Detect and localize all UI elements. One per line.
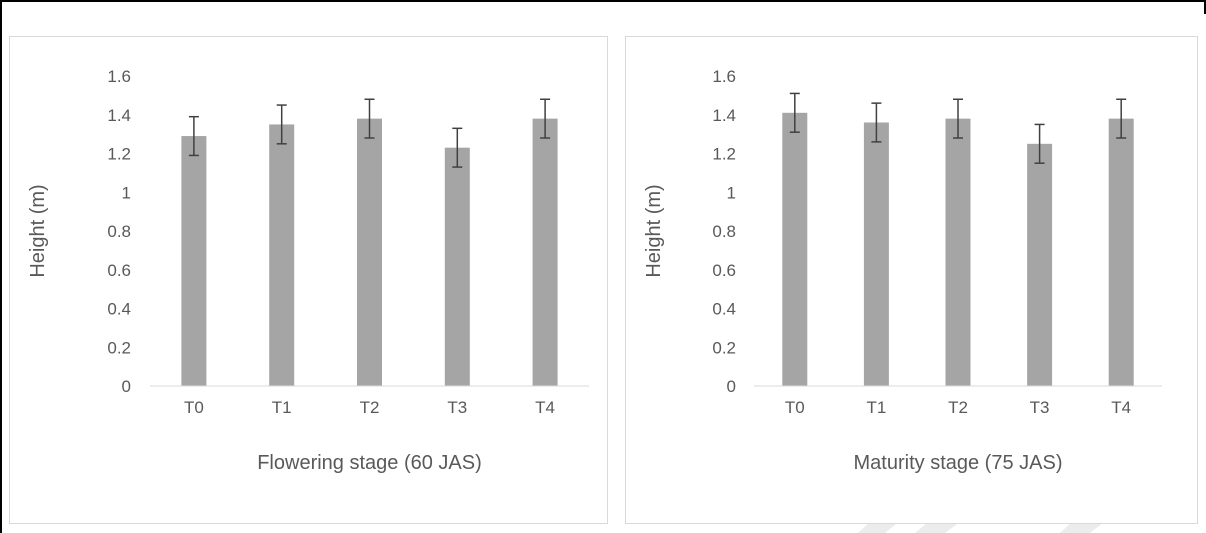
y-tick-label: 1.4: [712, 106, 736, 125]
y-tick-label: 1.4: [107, 106, 131, 125]
error-bar: [540, 98, 551, 139]
y-tick-label: 0: [122, 377, 131, 396]
error-bar: [364, 98, 375, 139]
y-tick-labels: 0 0.2 0.4 0.6 0.8 1 1.2 1.4 1.6: [107, 67, 131, 396]
frame-left-border: [0, 0, 2, 533]
x-tick-label: T4: [535, 398, 555, 417]
x-tick-label: T2: [360, 398, 380, 417]
x-axis-label: Maturity stage (75 JAS): [854, 452, 1063, 474]
error-bar: [276, 104, 287, 145]
bar: [532, 118, 558, 386]
frame-right-border: [1204, 0, 1206, 14]
error-bars: [789, 92, 1127, 164]
x-tick-label: T0: [184, 398, 204, 417]
error-bar: [953, 98, 963, 139]
chart-flowering-stage: 0 0.2 0.4 0.6 0.8 1 1.2 1.4 1.6 T0 T1 T2 T3 T4 Heigh…: [9, 36, 608, 524]
x-tick-labels: T0 T1 T2 T3 T4: [184, 398, 555, 417]
bar: [863, 122, 889, 386]
x-tick-labels: T0 T1 T2 T3 T4: [785, 398, 1131, 417]
error-bar: [789, 92, 800, 133]
y-tick-label: 0.2: [712, 338, 736, 357]
frame-top-border: [0, 0, 1206, 2]
y-tick-label: 1: [122, 183, 131, 202]
y-tick-label: 0.6: [712, 261, 736, 280]
error-bar: [1034, 123, 1045, 164]
chart-maturity-stage: 0 0.2 0.4 0.6 0.8 1 1.2 1.4 1.6 T0 T1 T2 T3 T4 Heigh…: [625, 36, 1198, 524]
bar: [444, 147, 470, 386]
bars: [181, 118, 558, 386]
y-tick-label: 1.2: [712, 145, 736, 164]
y-tick-label: 0.8: [712, 222, 736, 241]
y-tick-label: 1: [727, 183, 736, 202]
y-axis-label: Height (m): [27, 184, 49, 277]
y-tick-label: 0: [727, 377, 736, 396]
bars: [782, 112, 1134, 386]
error-bars: [188, 98, 551, 168]
bar: [1027, 143, 1053, 386]
x-tick-label: T0: [785, 398, 805, 417]
y-tick-label: 1.2: [107, 145, 131, 164]
x-tick-label: T3: [1030, 398, 1050, 417]
y-tick-label: 0.8: [107, 222, 131, 241]
bar: [1108, 118, 1134, 386]
x-tick-label: T1: [866, 398, 886, 417]
y-tick-label: 1.6: [712, 67, 736, 86]
chart-maturity-svg: 0 0.2 0.4 0.6 0.8 1 1.2 1.4 1.6 T0 T1 T2 T3 T4 Heigh…: [643, 67, 1162, 474]
bar: [181, 136, 207, 386]
error-bar: [871, 102, 882, 143]
x-tick-label: T1: [272, 398, 292, 417]
y-tick-label: 0.2: [107, 338, 131, 357]
error-bar: [1116, 98, 1127, 139]
bar: [945, 118, 971, 386]
x-tick-label: T4: [1111, 398, 1131, 417]
y-axis-label: Height (m): [643, 184, 665, 277]
error-bar: [452, 127, 463, 168]
y-tick-labels: 0 0.2 0.4 0.6 0.8 1 1.2 1.4 1.6: [712, 67, 736, 396]
chart-flowering-svg: 0 0.2 0.4 0.6 0.8 1 1.2 1.4 1.6 T0 T1 T2 T3 T4 Heigh…: [27, 67, 589, 474]
bar: [782, 112, 808, 386]
error-bar: [188, 115, 199, 157]
y-tick-label: 1.6: [107, 67, 131, 86]
x-tick-label: T3: [447, 398, 467, 417]
y-tick-label: 0.4: [107, 300, 131, 319]
x-axis-label: Flowering stage (60 JAS): [257, 452, 482, 474]
y-tick-label: 0.4: [712, 300, 736, 319]
x-tick-label: T2: [948, 398, 968, 417]
y-tick-label: 0.6: [107, 261, 131, 280]
bar: [357, 118, 382, 386]
bar: [269, 124, 295, 386]
